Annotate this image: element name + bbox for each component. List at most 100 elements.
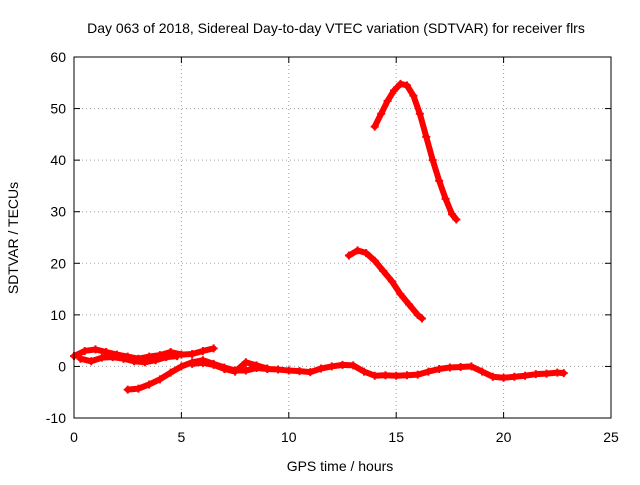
axis-ticks — [73, 56, 612, 419]
data-point — [91, 345, 100, 354]
data-point — [402, 81, 411, 90]
y-tick-label: 0 — [58, 358, 66, 374]
y-tick-label: 30 — [50, 204, 66, 220]
data-point — [422, 132, 431, 141]
data-point — [396, 290, 405, 299]
y-tick-label: 40 — [50, 152, 66, 168]
data-point — [241, 366, 250, 375]
data-point — [108, 353, 117, 362]
data-point — [209, 360, 218, 369]
data-point — [370, 371, 379, 380]
data-point — [198, 358, 207, 367]
data-point — [435, 176, 444, 185]
data-point — [409, 91, 418, 100]
data-point — [155, 375, 164, 384]
data-point — [387, 277, 396, 286]
data-point — [428, 156, 437, 165]
data-point — [488, 372, 497, 381]
data-point — [362, 248, 371, 257]
data-point — [448, 210, 457, 219]
series-trail — [77, 353, 181, 366]
data-point — [542, 369, 551, 378]
data-point — [413, 310, 422, 319]
x-tick-label: 25 — [603, 429, 619, 445]
data-point — [306, 368, 315, 377]
y-tick-label: 50 — [50, 101, 66, 117]
data-point — [521, 371, 530, 380]
data-point — [349, 361, 358, 370]
data-point — [359, 367, 368, 376]
data-point — [383, 96, 392, 105]
data-point — [188, 359, 197, 368]
data-point — [173, 352, 182, 361]
y-axis-label: SDTVAR / TECUs — [5, 182, 21, 294]
data-point — [467, 362, 476, 371]
data-point — [209, 344, 218, 353]
data-point — [263, 364, 272, 373]
data-point — [452, 215, 461, 224]
data-point — [188, 350, 197, 359]
data-point — [392, 371, 401, 380]
data-point — [415, 109, 424, 118]
data-point — [353, 246, 362, 255]
data-point — [162, 353, 171, 362]
x-tick-label: 10 — [281, 429, 297, 445]
data-point — [559, 369, 568, 378]
x-tick-label: 20 — [496, 429, 512, 445]
y-tick-label: 60 — [50, 49, 66, 65]
data-point — [435, 365, 444, 374]
data-point — [344, 251, 353, 260]
plot-area — [70, 79, 568, 394]
data-point — [151, 356, 160, 365]
data-point — [338, 360, 347, 369]
x-tick-label: 5 — [178, 429, 186, 445]
data-point — [140, 358, 149, 367]
x-tick-label: 15 — [388, 429, 404, 445]
data-point — [441, 194, 450, 203]
data-point — [478, 367, 487, 376]
data-point — [177, 362, 186, 371]
data-point — [396, 79, 405, 88]
series-trail — [345, 247, 425, 322]
data-point — [97, 353, 106, 362]
data-point — [424, 367, 433, 376]
data-point — [166, 368, 175, 377]
series-3 — [76, 352, 182, 367]
data-point — [377, 109, 386, 118]
data-point — [134, 384, 143, 393]
data-point — [417, 314, 426, 323]
data-point — [456, 362, 465, 371]
data-point — [499, 373, 508, 382]
data-point — [327, 362, 336, 371]
data-point — [252, 361, 261, 370]
data-point — [370, 256, 379, 265]
data-point — [284, 366, 293, 375]
x-tick-label: 0 — [70, 429, 78, 445]
series-1 — [344, 246, 426, 323]
data-point — [76, 354, 85, 363]
data-point — [531, 370, 540, 379]
data-point — [274, 365, 283, 374]
data-point — [445, 363, 454, 372]
data-point — [87, 357, 96, 366]
data-point — [381, 371, 390, 380]
data-point — [145, 380, 154, 389]
data-point — [413, 370, 422, 379]
data-point — [379, 267, 388, 276]
series-5 — [188, 358, 272, 376]
data-point — [119, 354, 128, 363]
data-point — [231, 367, 240, 376]
data-point — [130, 357, 139, 366]
plot-frame — [73, 56, 612, 419]
y-tick-label: 20 — [50, 255, 66, 271]
data-point — [510, 372, 519, 381]
data-point — [295, 367, 304, 376]
y-tick-label: -10 — [46, 410, 66, 426]
data-point — [317, 364, 326, 373]
y-tick-label: 10 — [50, 307, 66, 323]
data-point — [198, 346, 207, 355]
data-point — [123, 385, 132, 394]
